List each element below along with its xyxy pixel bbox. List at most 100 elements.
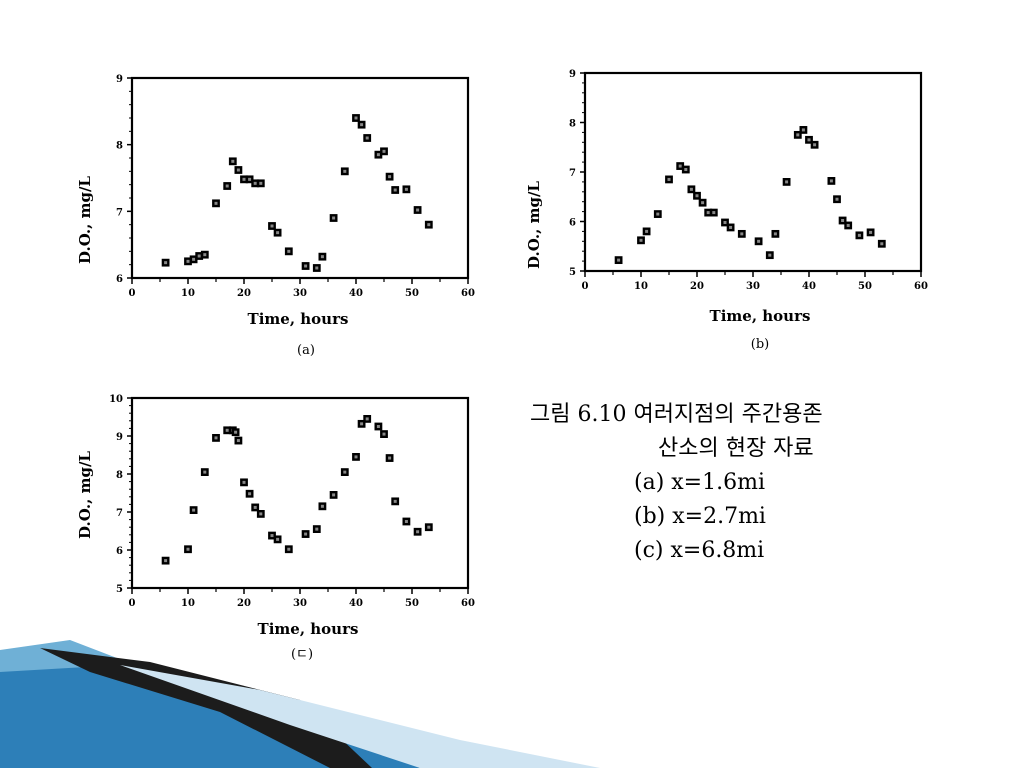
x-tick-label: 60: [914, 281, 928, 292]
data-point-highlight: [225, 184, 229, 188]
data-point-highlight: [388, 456, 392, 460]
data-point-highlight: [416, 530, 420, 534]
data-point-highlight: [773, 232, 777, 236]
data-point-highlight: [270, 224, 274, 228]
x-tick-label: 30: [293, 598, 307, 609]
data-point-highlight: [382, 432, 386, 436]
data-point-highlight: [846, 223, 850, 227]
x-tick-label: 30: [746, 281, 760, 292]
data-point-highlight: [231, 159, 235, 163]
data-point-highlight: [343, 470, 347, 474]
x-tick-label: 10: [634, 281, 648, 292]
data-point-highlight: [164, 559, 168, 563]
panel-label: (b): [751, 337, 769, 352]
x-tick-label: 10: [181, 598, 195, 609]
data-point-highlight: [315, 266, 319, 270]
data-point-highlight: [197, 254, 201, 258]
x-tick-label: 10: [181, 288, 195, 299]
data-point-highlight: [354, 455, 358, 459]
data-point-highlight: [234, 430, 238, 434]
data-point-highlight: [365, 136, 369, 140]
data-point-highlight: [404, 187, 408, 191]
x-tick-label: 60: [461, 598, 475, 609]
data-point-highlight: [304, 264, 308, 268]
data-point-highlight: [796, 133, 800, 137]
data-point-highlight: [376, 153, 380, 157]
data-point-highlight: [416, 208, 420, 212]
data-point-highlight: [360, 422, 364, 426]
data-point-highlight: [813, 143, 817, 147]
x-tick-label: 20: [690, 281, 704, 292]
data-point-highlight: [393, 188, 397, 192]
data-point-highlight: [393, 499, 397, 503]
figure-caption: 그림 6.10 여러지점의 주간용존 산소의 현장 자료 (a) x=1.6mi…: [530, 398, 950, 568]
data-point-highlight: [242, 177, 246, 181]
x-tick-label: 20: [237, 288, 251, 299]
data-point-highlight: [382, 149, 386, 153]
y-axis-title: D.O., mg/L: [76, 176, 94, 264]
data-point-highlight: [253, 181, 257, 185]
data-point-highlight: [757, 239, 761, 243]
data-point-highlight: [214, 201, 218, 205]
y-tick-label: 5: [569, 267, 576, 278]
caption-item-c: (c) x=6.8mi: [634, 538, 765, 563]
y-tick-label: 6: [569, 218, 576, 229]
x-tick-label: 40: [802, 281, 816, 292]
data-point-highlight: [332, 493, 336, 497]
data-point-highlight: [684, 168, 688, 172]
data-point-highlight: [829, 179, 833, 183]
y-tick-label: 7: [116, 508, 123, 519]
data-point-highlight: [192, 508, 196, 512]
y-tick-label: 7: [569, 168, 576, 179]
x-tick-label: 20: [237, 598, 251, 609]
x-tick-label: 0: [129, 598, 136, 609]
chart-panel-c: D.O., mg/L Time, hours (ㄷ) 0 10 20 30 40 50 60…: [76, 394, 475, 662]
x-tick-label: 40: [349, 598, 363, 609]
data-point-highlight: [253, 505, 257, 509]
y-tick-label: 7: [116, 207, 123, 218]
data-point-highlight: [729, 225, 733, 229]
data-point-highlight: [343, 169, 347, 173]
data-point-highlight: [706, 211, 710, 215]
data-point-highlight: [287, 547, 291, 551]
data-point-highlight: [315, 527, 319, 531]
data-point-highlight: [835, 197, 839, 201]
data-point-highlight: [639, 238, 643, 242]
panel-label: (ㄷ): [291, 647, 313, 662]
data-point-highlight: [701, 201, 705, 205]
data-point-highlight: [270, 534, 274, 538]
data-point-highlight: [276, 231, 280, 235]
data-point-highlight: [276, 537, 280, 541]
data-point-highlight: [203, 253, 207, 257]
chart-panel-b: D.O., mg/L Time, hours (b) 0 10 20 30 40 50 60…: [525, 69, 928, 352]
plot-frame: [130, 76, 470, 280]
data-point-highlight: [320, 504, 324, 508]
data-point-highlight: [304, 532, 308, 536]
data-point-highlight: [248, 492, 252, 496]
data-point-highlight: [259, 512, 263, 516]
data-point-highlight: [360, 123, 364, 127]
y-tick-label: 10: [109, 394, 123, 405]
data-point-highlight: [259, 181, 263, 185]
panel-label: (a): [297, 343, 315, 358]
x-tick-label: 50: [405, 598, 419, 609]
x-tick-label: 50: [858, 281, 872, 292]
x-axis-title: Time, hours: [258, 620, 359, 638]
data-point-highlight: [617, 258, 621, 262]
caption-title-line-1: 그림 6.10 여러지점의 주간용존: [530, 402, 823, 427]
data-point-highlight: [376, 425, 380, 428]
data-point-highlight: [242, 480, 246, 484]
caption-title-line-2: 산소의 현장 자료: [658, 436, 814, 461]
caption-item-b: (b) x=2.7mi: [634, 504, 766, 529]
data-point-highlight: [354, 116, 358, 120]
data-point-highlight: [388, 175, 392, 179]
data-point-highlight: [667, 177, 671, 181]
data-point-highlight: [365, 417, 369, 421]
x-axis-title: Time, hours: [248, 310, 349, 328]
data-point-highlight: [869, 230, 873, 234]
y-tick-label: 9: [569, 69, 576, 80]
data-point-highlight: [723, 220, 727, 224]
data-point-highlight: [841, 219, 845, 223]
data-point-highlight: [214, 436, 218, 440]
